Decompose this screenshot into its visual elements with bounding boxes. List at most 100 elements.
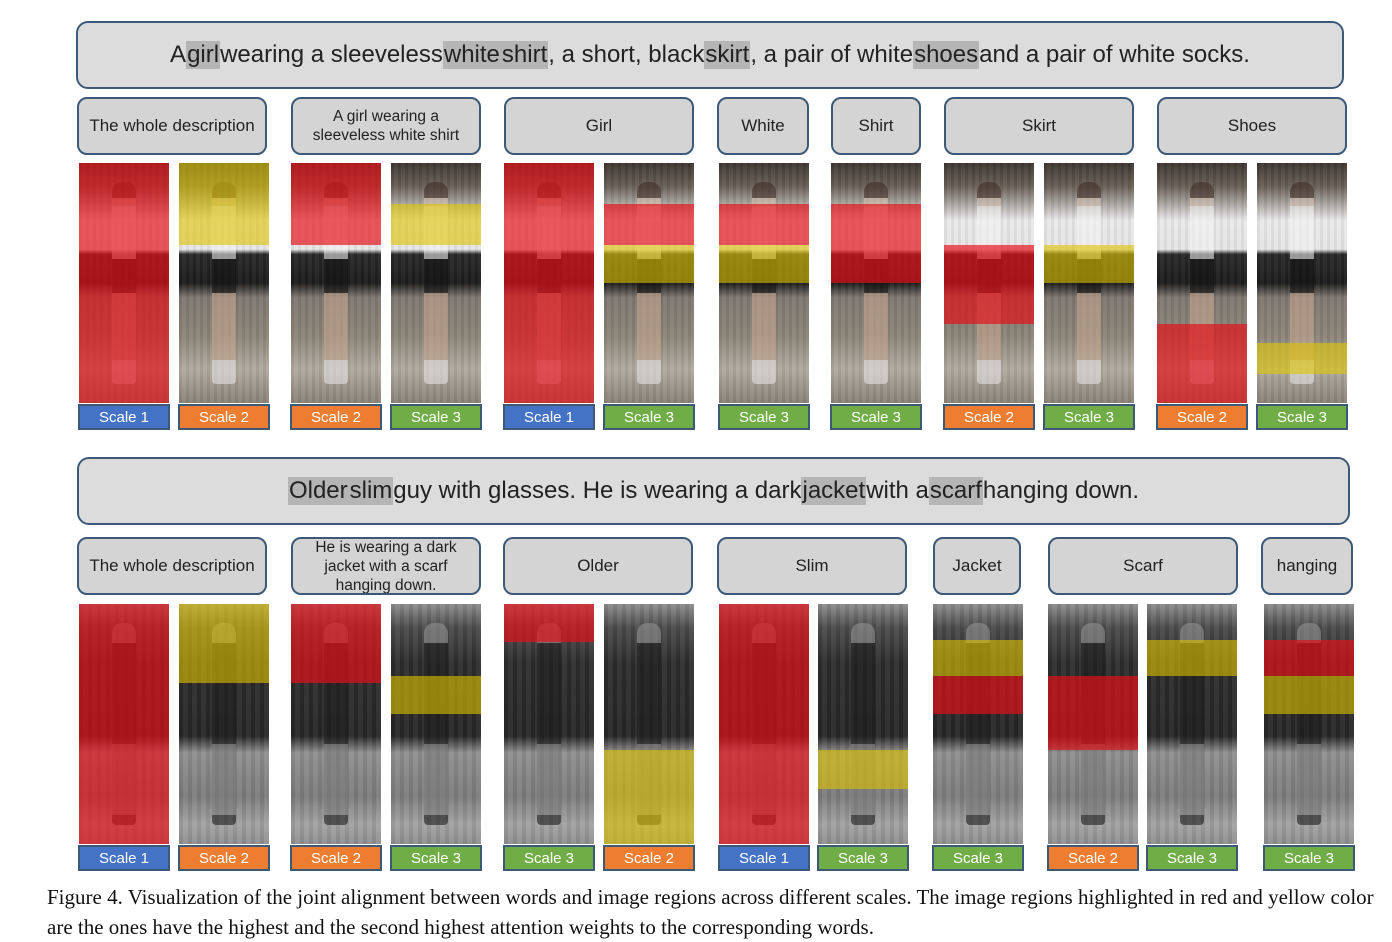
scale-badge: Scale 3	[718, 404, 810, 430]
person-image	[504, 604, 594, 844]
person-image	[179, 163, 269, 403]
yellow-attention-region	[719, 244, 809, 283]
person-image	[604, 163, 694, 403]
person-image	[1257, 163, 1347, 403]
yellow-attention-region	[1147, 640, 1237, 676]
yellow-attention-region	[179, 604, 269, 684]
word-label: Shirt	[831, 97, 921, 155]
person-silhouette	[537, 623, 561, 825]
word-label: Skirt	[944, 97, 1134, 155]
scale-badge: Scale 1	[78, 845, 170, 871]
person-image	[933, 604, 1023, 844]
sentence-text: wearing a sleeveless	[220, 41, 443, 68]
person-image	[818, 604, 908, 844]
word-label: White	[717, 97, 809, 155]
scale-badge: Scale 2	[178, 404, 270, 430]
red-attention-region	[504, 163, 594, 403]
scale-badge: Scale 3	[932, 845, 1024, 871]
person-image	[1048, 604, 1138, 844]
person-image	[719, 163, 809, 403]
person-image	[719, 604, 809, 844]
person-image	[831, 163, 921, 403]
word-label: Slim	[717, 537, 907, 595]
scale-badge: Scale 3	[503, 845, 595, 871]
yellow-attention-region	[818, 750, 908, 789]
scale-badge: Scale 3	[390, 845, 482, 871]
red-attention-region	[1264, 640, 1354, 676]
red-attention-region	[79, 604, 169, 844]
scale-badge: Scale 3	[817, 845, 909, 871]
highlighted-word: Older	[287, 477, 349, 505]
person-image	[1147, 604, 1237, 844]
red-attention-region	[719, 203, 809, 245]
word-label: Shoes	[1157, 97, 1347, 155]
scale-badge: Scale 2	[1156, 404, 1248, 430]
sentence-text: A	[170, 41, 187, 68]
scale-badge: Scale 2	[178, 845, 270, 871]
scale-badge: Scale 2	[290, 404, 382, 430]
yellow-attention-region	[1257, 343, 1347, 375]
person-image	[79, 604, 169, 844]
person-image	[944, 163, 1034, 403]
person-image	[391, 604, 481, 844]
scale-badge: Scale 3	[1043, 404, 1135, 430]
word-label: The whole description	[77, 537, 267, 595]
sentence-text: and a pair of white socks.	[979, 41, 1250, 68]
word-label: Jacket	[933, 537, 1021, 595]
sentence-box-2: Older slim guy with glasses. He is weari…	[77, 457, 1350, 525]
sentence-box-1: A girl wearing a sleeveless white shirt,…	[76, 21, 1344, 89]
yellow-attention-region	[391, 203, 481, 245]
word-label: The whole description	[77, 97, 267, 155]
person-image	[179, 604, 269, 844]
scale-badge: Scale 3	[603, 404, 695, 430]
red-attention-region	[79, 163, 169, 403]
scale-badge: Scale 2	[290, 845, 382, 871]
red-attention-region	[1048, 676, 1138, 751]
person-image	[1264, 604, 1354, 844]
person-image	[291, 604, 381, 844]
scale-badge: Scale 2	[1047, 845, 1139, 871]
red-attention-region	[719, 604, 809, 844]
person-image	[504, 163, 594, 403]
word-label: hanging	[1261, 537, 1353, 595]
scale-badge: Scale 2	[943, 404, 1035, 430]
person-silhouette	[851, 623, 875, 825]
sentence-text: guy with glasses. He is wearing a dark	[393, 477, 802, 504]
word-label: Older	[503, 537, 693, 595]
highlighted-word: shoes	[913, 41, 980, 69]
word-label: Scarf	[1048, 537, 1238, 595]
red-attention-region	[944, 244, 1034, 324]
red-attention-region	[504, 604, 594, 643]
scale-badge: Scale 1	[78, 404, 170, 430]
person-image	[291, 163, 381, 403]
highlighted-word: skirt	[704, 41, 751, 69]
person-image	[391, 163, 481, 403]
sentence-text: hanging down.	[982, 477, 1140, 504]
highlighted-word: girl	[186, 41, 221, 69]
red-attention-region	[604, 203, 694, 245]
scale-badge: Scale 3	[830, 404, 922, 430]
highlighted-word: jacket	[801, 477, 867, 505]
sentence-text: , a short, black	[548, 41, 705, 68]
yellow-attention-region	[1044, 244, 1134, 283]
person-silhouette	[1077, 182, 1101, 384]
scale-badge: Scale 1	[503, 404, 595, 430]
word-label: He is wearing a dark jacket with a scarf…	[291, 537, 481, 595]
yellow-attention-region	[391, 676, 481, 715]
scale-badge: Scale 3	[390, 404, 482, 430]
red-attention-region	[933, 676, 1023, 715]
scale-badge: Scale 3	[1256, 404, 1348, 430]
highlighted-word: slim	[348, 477, 394, 505]
yellow-attention-region	[604, 750, 694, 844]
red-attention-region	[291, 163, 381, 245]
person-image	[1157, 163, 1247, 403]
sentence-text: , a pair of white	[750, 41, 914, 68]
person-image	[1044, 163, 1134, 403]
red-attention-region	[831, 203, 921, 283]
highlighted-word: scarf	[928, 477, 983, 505]
yellow-attention-region	[604, 244, 694, 283]
highlighted-word: white	[442, 41, 501, 69]
sentence-text: with a	[866, 477, 929, 504]
person-image	[79, 163, 169, 403]
scale-badge: Scale 3	[1263, 845, 1355, 871]
